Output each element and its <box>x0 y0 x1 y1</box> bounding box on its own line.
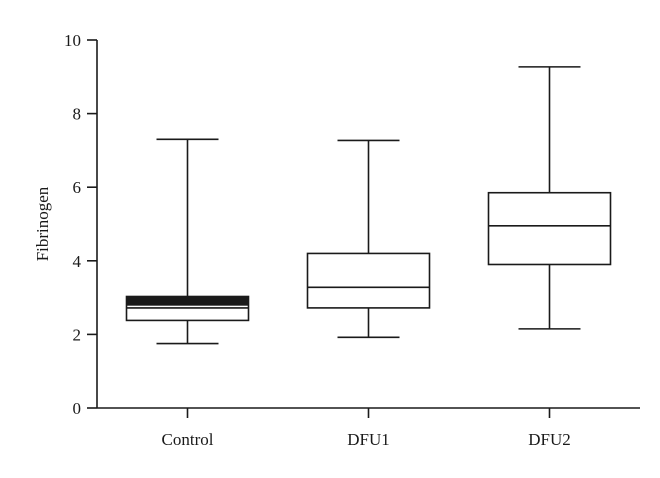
x-tick-label: DFU2 <box>528 430 571 449</box>
y-axis-label: Fibrinogen <box>33 186 52 261</box>
box-control <box>125 138 250 345</box>
box-dfu2 <box>487 66 612 330</box>
x-tick-label: DFU1 <box>347 430 390 449</box>
y-tick-label: 6 <box>73 178 82 197</box>
box-dfu1 <box>306 139 431 339</box>
y-tick-label: 10 <box>64 31 81 50</box>
iqr-box <box>487 191 612 266</box>
x-tick-label: Control <box>162 430 214 449</box>
iqr-box <box>306 252 431 309</box>
x-axis: Control DFU1 DFU2 <box>97 407 640 449</box>
y-axis: 0 2 4 6 8 10 <box>64 31 98 418</box>
upper-quartile-band <box>126 296 249 306</box>
y-tick-label: 8 <box>73 105 82 124</box>
box-series <box>125 66 612 345</box>
y-tick-label: 0 <box>73 399 82 418</box>
y-tick-label: 2 <box>73 325 82 344</box>
y-tick-label: 4 <box>73 252 82 271</box>
